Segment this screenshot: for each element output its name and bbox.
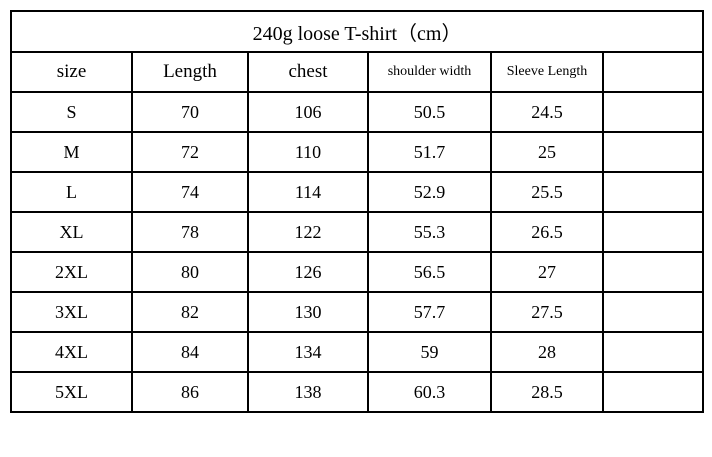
length-cell: 70 [131,91,249,133]
size-cell: M [10,131,133,173]
size-cell: 4XL [10,331,133,373]
chest-cell: 106 [247,91,369,133]
sleeve-length-cell: 28.5 [490,371,604,413]
size-cell: S [10,91,133,133]
header-chest: chest [247,51,369,93]
sleeve-length-cell: 27.5 [490,291,604,333]
empty-cell [601,371,705,413]
table-row: 4XL 84 134 59 28 [10,331,705,373]
size-cell: XL [10,211,133,253]
length-cell: 80 [131,251,249,293]
sleeve-length-cell: 25 [490,131,604,173]
shoulder-width-cell: 57.7 [367,291,492,333]
shoulder-width-cell: 56.5 [367,251,492,293]
empty-cell [601,211,705,253]
header-empty [601,51,705,93]
chest-cell: 126 [247,251,369,293]
chest-cell: 114 [247,171,369,213]
header-size: size [10,51,133,93]
empty-cell [601,291,705,333]
title-row: 240g loose T-shirt（cm） [9,10,705,53]
size-chart-container: 240g loose T-shirt（cm） size Length chest… [9,10,705,413]
sleeve-length-cell: 26.5 [490,211,604,253]
sleeve-length-cell: 27 [490,251,604,293]
table-row: 2XL 80 126 56.5 27 [10,251,705,293]
table-row: XL 78 122 55.3 26.5 [10,211,705,253]
sleeve-length-cell: 28 [490,331,604,373]
table-row: 3XL 82 130 57.7 27.5 [10,291,705,333]
table-row: L 74 114 52.9 25.5 [10,171,705,213]
shoulder-width-cell: 51.7 [367,131,492,173]
empty-cell [601,131,705,173]
chest-cell: 134 [247,331,369,373]
sleeve-length-cell: 25.5 [490,171,604,213]
header-shoulder-width: shoulder width [367,51,492,93]
size-cell: 5XL [10,371,133,413]
header-sleeve-length: Sleeve Length [490,51,604,93]
header-length: Length [131,51,249,93]
size-cell: L [10,171,133,213]
empty-cell [601,331,705,373]
table-row: S 70 106 50.5 24.5 [10,91,705,133]
empty-cell [601,91,705,133]
table-row: 5XL 86 138 60.3 28.5 [10,371,705,413]
chest-cell: 122 [247,211,369,253]
chest-cell: 110 [247,131,369,173]
empty-cell [601,251,705,293]
table-title: 240g loose T-shirt（cm） [9,10,705,53]
length-cell: 74 [131,171,249,213]
size-cell: 2XL [10,251,133,293]
length-cell: 86 [131,371,249,413]
shoulder-width-cell: 52.9 [367,171,492,213]
header-row: size Length chest shoulder width Sleeve … [10,51,705,93]
size-cell: 3XL [10,291,133,333]
shoulder-width-cell: 50.5 [367,91,492,133]
length-cell: 78 [131,211,249,253]
chest-cell: 138 [247,371,369,413]
size-chart-table: 240g loose T-shirt（cm） size Length chest… [9,10,705,413]
length-cell: 84 [131,331,249,373]
shoulder-width-cell: 60.3 [367,371,492,413]
table-row: M 72 110 51.7 25 [10,131,705,173]
sleeve-length-cell: 24.5 [490,91,604,133]
chest-cell: 130 [247,291,369,333]
length-cell: 72 [131,131,249,173]
empty-cell [601,171,705,213]
shoulder-width-cell: 59 [367,331,492,373]
shoulder-width-cell: 55.3 [367,211,492,253]
length-cell: 82 [131,291,249,333]
